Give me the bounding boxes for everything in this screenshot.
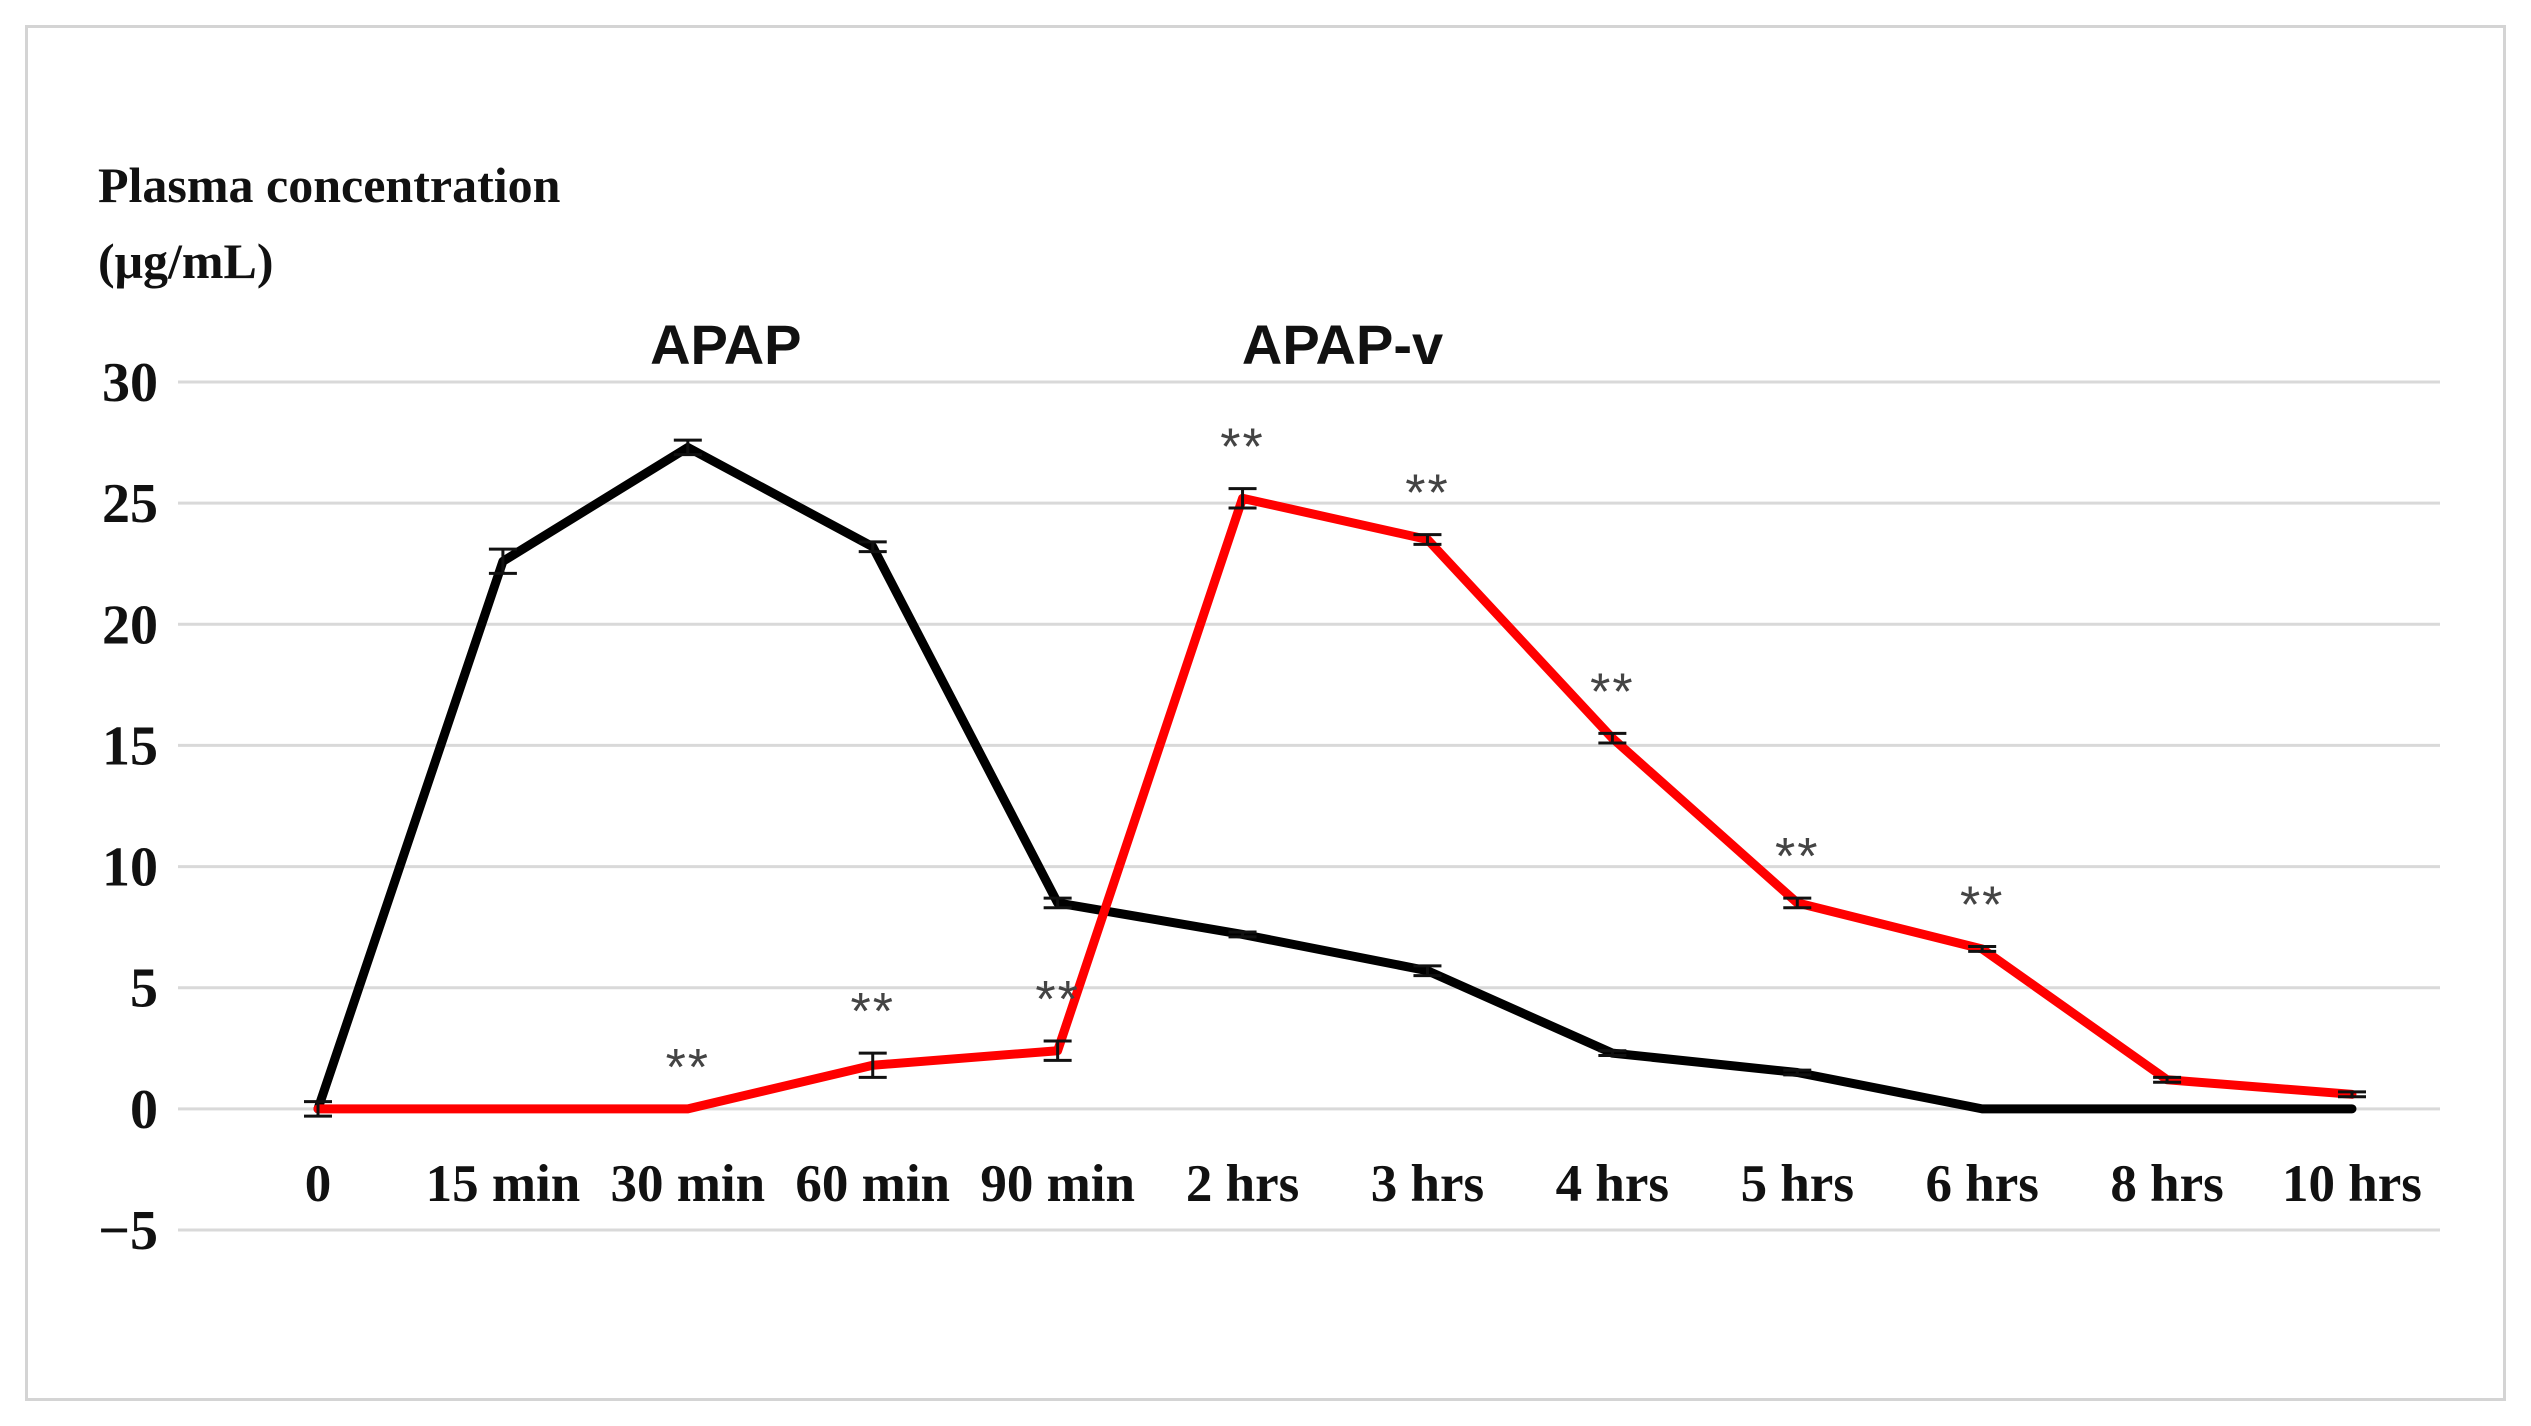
y-tick-label: 30 [102,352,158,414]
error-bar [1783,1068,1812,1077]
x-tick-label: 2 hrs [1186,1155,1299,1213]
x-tick-label: 10 hrs [2282,1155,2422,1213]
significance-marker: ** [850,983,894,1041]
x-tick-label: 60 min [795,1155,950,1213]
significance-marker: ** [666,1039,710,1097]
y-tick-label: 10 [102,837,158,899]
error-bar [1413,533,1442,546]
significance-marker: ** [1405,465,1449,523]
error-bar [2338,1090,2366,1099]
error-bar [1598,731,1627,745]
x-tick-label: 3 hrs [1371,1155,1484,1213]
error-bar [2153,1075,2182,1084]
error-bar [1598,1049,1627,1058]
y-axis-label-line1: Plasma concentration [98,157,561,213]
y-tick-label: 25 [102,473,158,535]
x-tick-label: 5 hrs [1741,1155,1854,1213]
error-bars [304,438,2366,1118]
y-tick-label: 0 [130,1079,158,1141]
significance-marker: ** [1590,663,1634,721]
x-tick-label: 15 min [426,1155,581,1213]
series-line [313,493,2357,1114]
x-tick-label: 30 min [611,1155,766,1213]
series-lines [313,442,2357,1114]
error-bar [1783,896,1812,910]
y-tick-label: 5 [130,958,158,1020]
x-tick-label: 8 hrs [2110,1155,2223,1213]
x-tick-label: 4 hrs [1556,1155,1669,1213]
series-label: APAP-v [1242,313,1443,376]
error-bar [1043,1039,1072,1062]
error-bar [858,540,887,554]
significance-marker: ** [1035,971,1079,1029]
error-bar [1228,930,1257,939]
x-tick-label: 6 hrs [1925,1155,2038,1213]
error-bar [1043,896,1072,910]
error-bar [673,438,702,457]
y-tick-labels: 30 25 20 15 10 5 0 −5 [98,352,158,1262]
y-tick-label: 20 [102,594,158,656]
x-tick-label: 90 min [980,1155,1135,1213]
error-bar [488,547,517,575]
series-label: APAP [650,313,801,376]
chart-frame [25,25,2506,1401]
significance-marker: ** [1220,419,1264,477]
error-bar [304,1100,332,1118]
series-line [313,442,2357,1114]
series-labels: APAP APAP-v [650,313,1443,376]
y-tick-label: 15 [102,715,158,777]
y-tick-label: −5 [98,1200,158,1262]
y-axis-label-line2: (μg/mL) [98,233,274,289]
x-tick-label: 0 [305,1155,332,1213]
significance-marker: ** [1960,877,2004,935]
significance-marker: ** [1775,828,1819,886]
significance-markers: ** ** ** ** ** ** ** ** [666,419,2004,1097]
x-tick-labels: 0 15 min 30 min 60 min 90 min 2 hrs 3 hrs 4 hrs… [305,1155,2422,1213]
error-bar [1968,945,1997,953]
error-bar [1228,487,1257,510]
error-bar [858,1051,887,1079]
error-bar [1413,964,1442,978]
